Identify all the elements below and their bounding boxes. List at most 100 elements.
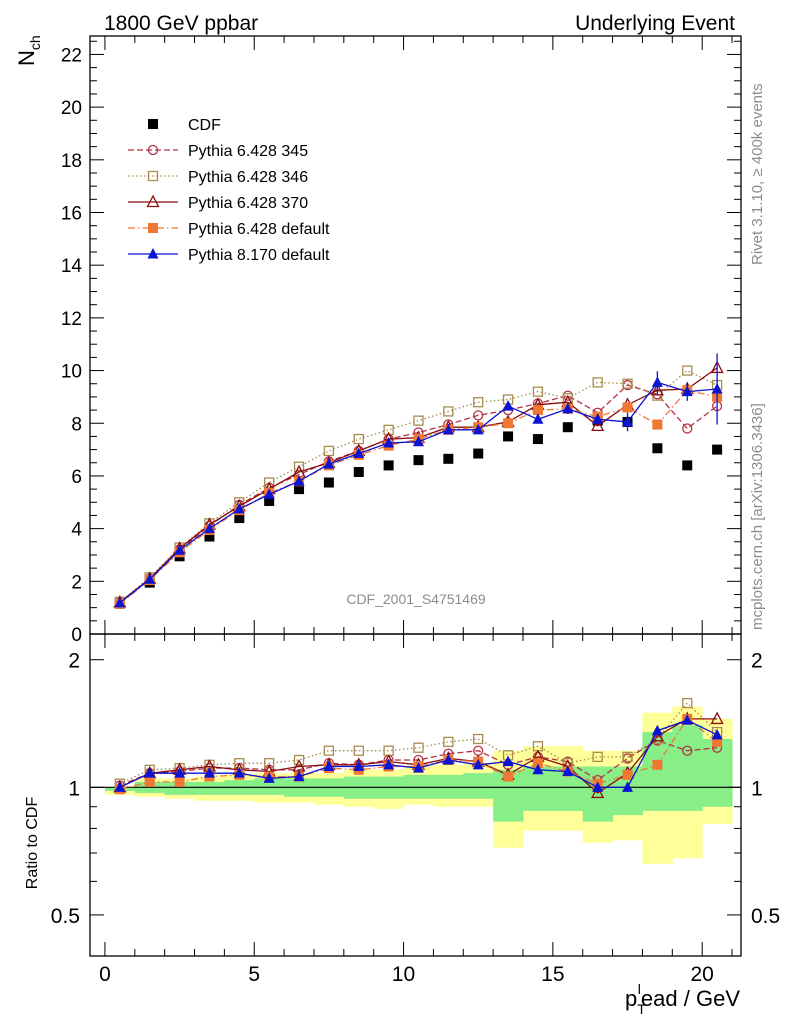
data-point xyxy=(353,447,365,459)
data-point xyxy=(622,378,633,389)
data-point xyxy=(532,413,544,424)
ratio-bands xyxy=(90,706,741,864)
data-point xyxy=(652,419,663,430)
series-3 xyxy=(113,360,724,608)
data-point xyxy=(234,513,245,524)
data-point xyxy=(264,758,275,769)
y-tick-label: 16 xyxy=(61,204,82,225)
y-tick-label: 14 xyxy=(61,256,83,277)
data-point xyxy=(712,444,723,455)
data-point xyxy=(443,453,454,464)
y-tick-label: 22 xyxy=(61,45,82,66)
data-point xyxy=(592,377,603,388)
legend-marker xyxy=(148,119,158,129)
legend-marker xyxy=(146,194,160,208)
data-point xyxy=(622,415,634,427)
data-point xyxy=(412,762,424,773)
legend-marker xyxy=(147,170,159,182)
data-point xyxy=(443,406,454,417)
ratio-y-tick-label-right: 2 xyxy=(751,650,763,673)
data-point xyxy=(502,755,514,767)
data-point xyxy=(682,460,693,471)
data-point xyxy=(174,776,185,787)
data-point xyxy=(323,458,335,469)
green-band xyxy=(672,725,703,811)
data-point xyxy=(592,751,603,763)
y-tick-label: 18 xyxy=(61,151,82,172)
legend: CDF Pythia 6.428 345 Pythia 6.428 346 Pythi… xyxy=(128,117,330,264)
data-point xyxy=(682,697,693,709)
y-tick-label: 0 xyxy=(71,625,82,646)
data-point xyxy=(681,385,693,397)
data-point xyxy=(651,724,663,736)
ratio-y-tick-label-right: 1 xyxy=(751,777,763,800)
data-point xyxy=(710,711,724,725)
series-line-2 xyxy=(119,369,718,603)
data-point xyxy=(323,745,335,756)
data-point xyxy=(650,382,664,396)
y-tick-label: 12 xyxy=(61,309,82,330)
data-point xyxy=(502,400,514,411)
data-point xyxy=(711,383,723,394)
data-point xyxy=(114,781,126,792)
data-point xyxy=(174,767,186,778)
y-tick-label: 4 xyxy=(71,520,82,541)
y-tick-label: 2 xyxy=(71,572,82,593)
data-point xyxy=(562,402,574,414)
green-band xyxy=(164,781,196,795)
data-point xyxy=(353,433,364,445)
x-axis-label: pTlead / GeV xyxy=(625,981,740,1017)
data-point xyxy=(353,745,364,756)
data-point xyxy=(264,477,275,488)
header-right-title: Underlying Event xyxy=(575,12,735,35)
data-point xyxy=(413,742,424,753)
y-tick-label: 10 xyxy=(61,362,82,383)
data-point xyxy=(682,745,693,756)
main-ylabel-sub: ch xyxy=(27,35,43,50)
xlabel-rest: ead / GeV xyxy=(641,986,740,1011)
data-point xyxy=(293,754,305,766)
data-point xyxy=(532,763,544,775)
data-point xyxy=(682,365,693,376)
data-point xyxy=(472,758,484,770)
data-point xyxy=(323,477,334,488)
data-point xyxy=(622,751,633,763)
data-point xyxy=(442,423,454,435)
green-band xyxy=(463,773,494,799)
data-point xyxy=(652,759,663,770)
data-point xyxy=(383,758,395,770)
data-point xyxy=(383,460,394,471)
data-point xyxy=(473,397,484,408)
x-tick-label: 20 xyxy=(690,963,713,986)
data-point xyxy=(442,754,454,765)
data-point xyxy=(711,728,723,740)
series-5 xyxy=(114,353,723,608)
xlabel-sub: T xyxy=(637,1001,646,1017)
y-tick-label: 8 xyxy=(71,414,82,435)
y-tick-label: 20 xyxy=(61,98,82,119)
data-point xyxy=(473,448,484,459)
data-point xyxy=(472,423,484,435)
green-band xyxy=(254,778,285,795)
series-2 xyxy=(114,365,723,608)
ratio-panel-series xyxy=(113,697,724,799)
data-point xyxy=(204,531,215,542)
data-point xyxy=(383,437,395,448)
legend-label: Pythia 6.428 345 xyxy=(188,143,308,160)
legend-label: CDF xyxy=(188,117,221,134)
legend-marker xyxy=(147,248,159,259)
data-point xyxy=(591,785,605,799)
data-point xyxy=(144,573,156,584)
data-point xyxy=(413,455,424,466)
data-point xyxy=(622,781,634,792)
data-point xyxy=(203,767,215,778)
ratio-y-tick-label-right: 0.5 xyxy=(751,905,780,928)
main-panel-axes: 0 2 4 6 8 10 12 14 16 18 20 22 xyxy=(61,35,742,646)
data-point xyxy=(412,435,424,447)
data-point xyxy=(473,733,484,745)
data-point xyxy=(562,422,573,433)
ratio-ylabel: Ratio to CDF xyxy=(24,797,41,890)
data-point xyxy=(592,781,604,792)
data-point xyxy=(233,767,245,778)
data-point xyxy=(263,488,275,499)
